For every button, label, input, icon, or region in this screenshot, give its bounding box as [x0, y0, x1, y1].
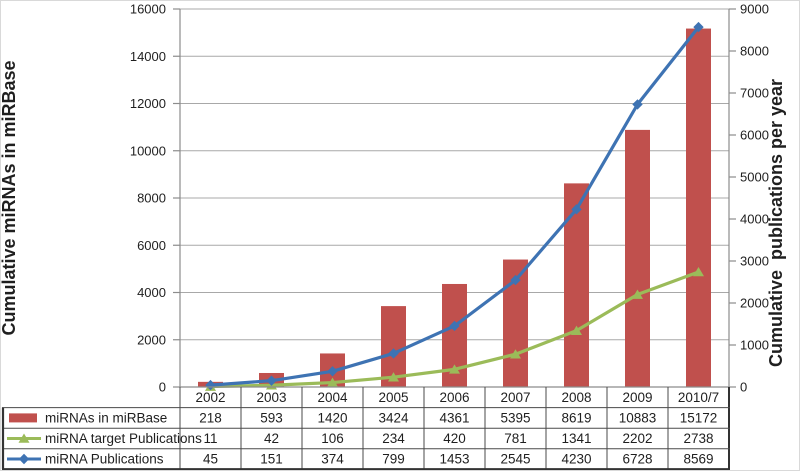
right-tick-label-8000: 8000 [740, 44, 769, 59]
right-tick-label-9000: 9000 [740, 2, 769, 17]
table-cell-2002: 11 [203, 431, 217, 446]
year-label-2005: 2005 [378, 390, 408, 405]
table-cell-2010/7: 15172 [680, 411, 718, 426]
legend-label: miRNAs in miRBase [45, 411, 167, 426]
table-cell-2003: 593 [260, 411, 283, 426]
left-tick-label-14000: 14000 [130, 49, 166, 64]
table-cell-2007: 5395 [500, 411, 530, 426]
year-label-2006: 2006 [439, 390, 469, 405]
right-tick-label-3000: 3000 [740, 254, 769, 269]
left-axis-title: Cumulative miRNAs in miRBase [1, 60, 19, 335]
table-cell-2006: 420 [443, 431, 466, 446]
legend-label: miRNA target Publications [45, 431, 202, 446]
table-cell-2008: 8619 [561, 411, 591, 426]
triangle-marker-2006 [449, 364, 460, 374]
left-tick-label-12000: 12000 [130, 96, 166, 111]
left-tick-label-10000: 10000 [130, 143, 166, 158]
left-tick-label-6000: 6000 [137, 238, 166, 253]
line-series [205, 21, 704, 391]
right-tick-label-7000: 7000 [740, 86, 769, 101]
table-cell-2009: 6728 [622, 452, 652, 467]
diamond-marker-2007 [510, 274, 521, 286]
legend-label: miRNA Publications [45, 452, 164, 467]
axis-ticks [173, 8, 736, 388]
triangle-marker-2009 [632, 289, 643, 299]
table-cell-2005: 799 [382, 452, 405, 467]
right-tick-label-0: 0 [740, 380, 747, 395]
triangle-marker-2004 [327, 377, 338, 387]
table-cell-2004: 374 [321, 452, 344, 467]
year-label-2009: 2009 [622, 390, 652, 405]
diamond-marker-2005 [388, 348, 399, 359]
table-cell-2008: 4230 [561, 452, 591, 467]
table-cell-2003: 42 [264, 431, 279, 446]
year-label-2003: 2003 [256, 390, 286, 405]
table-cell-2002: 218 [199, 411, 222, 426]
right-tick-label-2000: 2000 [740, 296, 769, 311]
year-label-2010/7: 2010/7 [678, 390, 719, 405]
right-tick-label-4000: 4000 [740, 212, 769, 227]
year-label-2002: 2002 [195, 390, 225, 405]
table-cell-2004: 106 [321, 431, 344, 446]
table-cell-2003: 151 [260, 452, 283, 467]
table-cell-2008: 1341 [561, 431, 591, 446]
legend-key-bar [9, 413, 37, 423]
bar-series [198, 28, 711, 388]
diamond-marker-2006 [449, 320, 460, 332]
legend-key-diamond [18, 453, 30, 465]
triangle-marker-2005 [388, 372, 399, 382]
table-cell-2005: 234 [382, 431, 405, 446]
axis-tick-labels: 0 2000 4000 6000 8000 10000 12000 14000 16000 0 10… [130, 2, 769, 395]
right-tick-label-1000: 1000 [740, 338, 769, 353]
left-tick-label-4000: 4000 [137, 285, 166, 300]
diamond-marker-2003 [266, 375, 277, 386]
table-cell-2006: 4361 [439, 411, 469, 426]
table-cell-2004: 1420 [317, 411, 347, 426]
table-cell-2005: 3424 [378, 411, 409, 426]
diamond-marker-2008 [571, 204, 582, 215]
year-label-2007: 2007 [500, 390, 530, 405]
right-axis-title: Cumulative publications per year [766, 79, 786, 367]
data-table: 2002 2003 2004 2005 2006 2007 2008 2009 2010/7 mi… [1, 387, 730, 470]
table-cell-2007: 781 [504, 431, 527, 446]
triangle-marker-2010/7 [693, 267, 704, 277]
left-tick-label-8000: 8000 [137, 191, 166, 206]
triangle-marker-2008 [571, 325, 582, 335]
table-cell-2010/7: 8569 [683, 452, 713, 467]
legend-key-triangle [18, 433, 30, 443]
diamond-marker-2002 [205, 379, 216, 391]
bar-2009 [625, 129, 650, 387]
table-cell-2007: 2545 [500, 452, 530, 467]
diamond-marker-2009 [632, 99, 643, 110]
left-tick-label-16000: 16000 [130, 2, 166, 17]
diamond-marker-2004 [327, 366, 338, 377]
right-tick-label-6000: 6000 [740, 128, 769, 143]
right-tick-label-5000: 5000 [740, 170, 769, 185]
left-tick-label-0: 0 [159, 380, 166, 395]
table-cell-2010/7: 2738 [683, 431, 713, 446]
bar-2010/7 [686, 28, 711, 388]
table-cell-2006: 1453 [439, 452, 469, 467]
diamond-marker-2010/7 [693, 21, 704, 33]
table-cell-2009: 10883 [619, 411, 657, 426]
year-label-2008: 2008 [561, 390, 591, 405]
year-label-2004: 2004 [317, 390, 348, 405]
table-cell-2009: 2202 [622, 431, 652, 446]
triangle-marker-2007 [510, 349, 521, 359]
table-cell-2002: 45 [203, 452, 218, 467]
left-tick-label-2000: 2000 [137, 332, 166, 347]
gridlines [180, 8, 729, 388]
